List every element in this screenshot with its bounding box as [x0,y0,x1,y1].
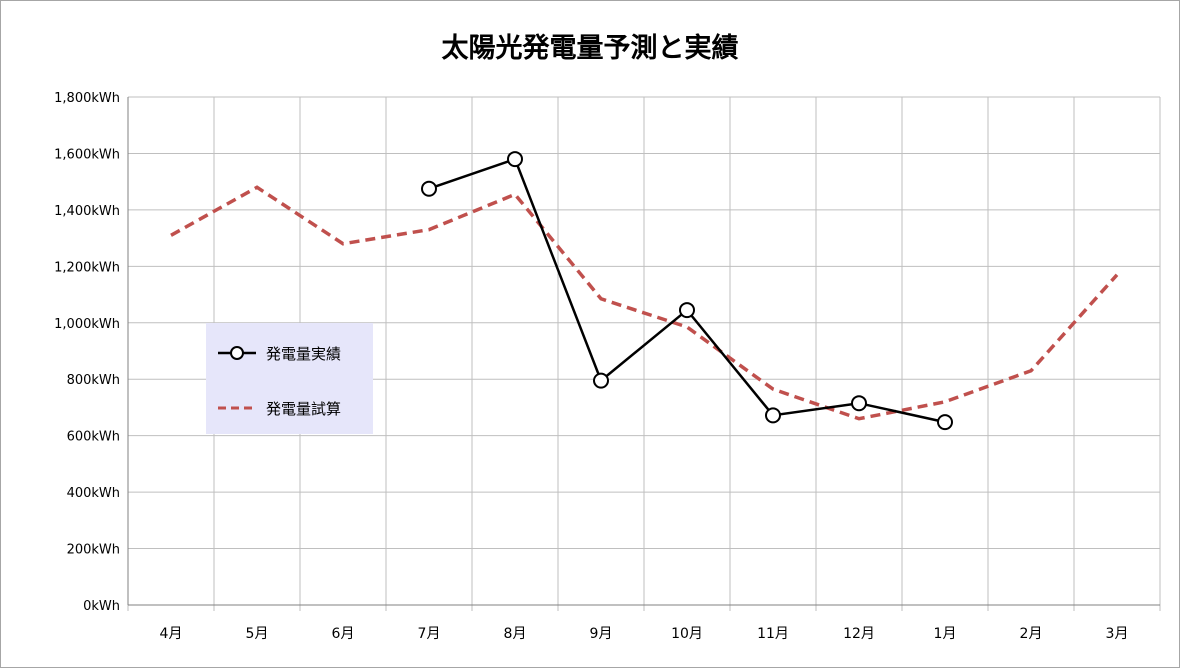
y-tick-label: 1,400kWh [54,204,120,219]
x-tick-label: 11月 [757,626,789,642]
y-tick-label: 800kWh [67,373,120,388]
x-tick-label: 3月 [1106,626,1129,642]
y-tick-label: 1,800kWh [54,91,120,106]
x-tick-label: 8月 [504,626,527,642]
series-actual-point [593,372,609,389]
x-tick-label: 12月 [843,626,875,642]
y-tick-label: 1,600kWh [54,147,120,162]
legend-item-actual: 発電量実績 [216,341,341,365]
legend-estimate-line-icon [218,406,256,410]
legend-estimate-label: 発電量試算 [266,399,342,418]
y-tick-label: 1,200kWh [54,260,120,275]
x-tick-label: 2月 [1020,626,1043,642]
y-tick-label: 0kWh [83,599,120,614]
legend: 発電量実績 発電量試算 [206,323,373,434]
x-tick-label: 10月 [671,626,703,642]
x-tick-label: 9月 [590,626,613,642]
x-tick-label: 1月 [934,626,957,642]
series-actual-point [851,395,867,412]
chart-title: 太陽光発電量予測と実績 [441,33,739,64]
series-actual-point [679,302,695,319]
x-tick-label: 7月 [418,626,441,642]
legend-item-estimate: 発電量試算 [216,396,341,420]
legend-actual-marker-icon [218,346,256,360]
series-actual-point [765,407,781,424]
series-actual-point [937,414,953,431]
legend-actual-label: 発電量実績 [266,344,342,363]
x-tick-label: 5月 [246,626,269,642]
x-tick-label: 6月 [332,626,355,642]
y-tick-label: 600kWh [67,430,120,445]
series-actual-point [507,151,523,168]
y-tick-label: 200kWh [67,543,120,558]
series-estimate-line [170,185,1119,421]
y-tick-label: 1,000kWh [54,317,120,332]
series-actual-point [421,180,437,197]
y-tick-label: 400kWh [67,486,120,501]
x-tick-label: 4月 [160,626,183,642]
